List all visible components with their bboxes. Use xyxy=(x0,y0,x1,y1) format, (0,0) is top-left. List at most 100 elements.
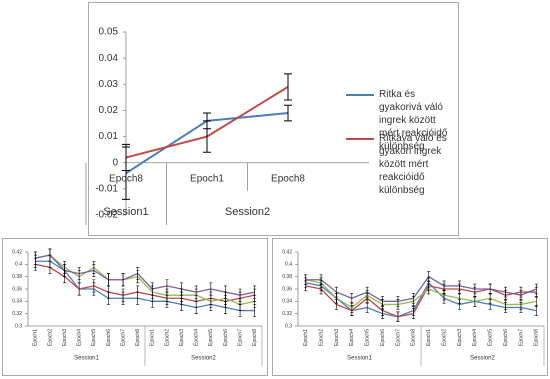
error-bar xyxy=(350,293,354,304)
error-bar xyxy=(180,282,184,296)
x-tick-label: Epoch8 xyxy=(411,329,417,346)
y-tick-label: 0.42 xyxy=(12,249,22,255)
series-line xyxy=(305,281,537,318)
x-tick-label: Epoch4 xyxy=(77,329,83,346)
y-tick-label: 0.3 xyxy=(285,323,292,329)
y-tick-label: 0.3 xyxy=(15,323,22,329)
series-line xyxy=(305,279,537,309)
error-bar xyxy=(504,299,508,310)
group-label: Session2 xyxy=(470,356,495,362)
legend-swatch xyxy=(346,94,374,96)
x-tick-label: Epoch1 xyxy=(303,329,309,346)
x-tick-label: Epoch2 xyxy=(164,329,170,346)
x-tick-label: Epoch6 xyxy=(503,329,509,346)
error-bar xyxy=(427,271,431,282)
error-bar xyxy=(165,279,169,293)
chart-frame xyxy=(272,238,548,376)
x-tick-label: Epoch4 xyxy=(472,329,478,346)
x-tick-label: Epoch7 xyxy=(237,329,243,346)
x-tick-label: Epoch8 xyxy=(534,329,540,346)
x-tick-label: Epoch1 xyxy=(190,173,224,184)
error-bar xyxy=(365,286,369,298)
error-bar xyxy=(33,251,37,265)
x-tick-label: Epoch5 xyxy=(91,329,97,346)
error-bar xyxy=(381,296,385,307)
x-tick-label: Epoch8 xyxy=(252,329,258,346)
error-bar xyxy=(253,285,257,299)
error-bar xyxy=(427,283,431,295)
error-bar xyxy=(121,273,125,287)
x-tick-label: Epoch2 xyxy=(318,329,324,346)
legend-label: Ritkává váló és gyakori ingrek között mé… xyxy=(379,133,447,196)
x-tick-label: Epoch6 xyxy=(380,329,386,346)
x-tick-label: Epoch5 xyxy=(208,329,214,346)
error-bar xyxy=(136,285,140,299)
x-tick-label: Epoch1 xyxy=(33,329,39,346)
y-tick-label: 0.32 xyxy=(282,311,292,317)
error-bar xyxy=(411,308,415,319)
error-bar xyxy=(150,282,154,296)
y-tick-label: 0.03 xyxy=(99,79,119,90)
group-label: Session1 xyxy=(347,356,372,362)
x-tick-label: Epoch4 xyxy=(194,329,200,346)
y-tick-label: 0.36 xyxy=(282,286,292,292)
x-tick-label: Epoch3 xyxy=(457,329,463,346)
error-bar xyxy=(534,283,538,295)
x-tick-label: Epoch8 xyxy=(271,173,305,184)
group-label: Session1 xyxy=(103,206,148,218)
x-tick-label: Epoch5 xyxy=(488,329,494,346)
chart-frame xyxy=(2,238,268,376)
x-tick-label: Epoch8 xyxy=(135,329,141,346)
y-tick-label: 0 xyxy=(112,157,118,168)
chart-frame xyxy=(88,2,459,236)
y-tick-label: 0.38 xyxy=(12,274,22,280)
error-bar xyxy=(77,267,81,281)
group-label: Session1 xyxy=(74,356,99,362)
error-bar xyxy=(284,73,292,101)
error-bar xyxy=(136,267,140,281)
legend-label: Ritka és gyakorivá váló ingrek között mé… xyxy=(379,89,448,152)
error-bar xyxy=(334,286,338,298)
error-bar xyxy=(238,288,242,302)
x-tick-label: Epoch6 xyxy=(106,329,112,346)
x-tick-label: Epoch7 xyxy=(120,329,126,346)
error-bar xyxy=(534,296,538,307)
error-bar xyxy=(284,104,292,122)
x-tick-label: Epoch7 xyxy=(518,329,524,346)
x-tick-label: Epoch5 xyxy=(365,329,371,346)
group-label: Session2 xyxy=(225,206,270,218)
y-tick-label: 0.34 xyxy=(12,299,22,305)
x-tick-label: Epoch1 xyxy=(150,329,156,346)
error-bar xyxy=(194,285,198,299)
error-bar xyxy=(319,274,323,285)
error-bar xyxy=(304,274,308,285)
error-bar xyxy=(209,282,213,296)
legend-entry: Ritkává váló és gyakori ingrek között mé… xyxy=(346,132,456,197)
error-bar xyxy=(203,120,211,153)
error-bar xyxy=(473,296,477,307)
legend-swatch xyxy=(346,138,374,140)
x-tick-label: Epoch3 xyxy=(334,329,340,346)
error-bar xyxy=(92,264,96,277)
error-bar xyxy=(48,248,52,262)
x-tick-label: Epoch7 xyxy=(395,329,401,346)
error-bar xyxy=(457,280,461,292)
legend-entry: Ritka és gyakorivá váló ingrek között mé… xyxy=(346,88,456,153)
series-line xyxy=(35,254,255,296)
y-tick-label: 0.04 xyxy=(99,53,119,64)
y-tick-label: 0.32 xyxy=(12,311,22,317)
error-bar xyxy=(92,279,96,293)
error-bar xyxy=(504,286,508,298)
error-bar xyxy=(63,264,67,277)
x-tick-label: Epoch2 xyxy=(441,329,447,346)
error-bar xyxy=(442,280,446,292)
error-bar xyxy=(457,293,461,304)
y-tick-label: 0.01 xyxy=(99,131,119,142)
y-tick-label: 0.05 xyxy=(99,27,119,38)
y-tick-label: 0.02 xyxy=(99,105,119,116)
x-tick-label: Epoch3 xyxy=(62,329,68,346)
y-tick-label: 0.38 xyxy=(282,274,292,280)
x-tick-label: Epoch4 xyxy=(349,329,355,346)
